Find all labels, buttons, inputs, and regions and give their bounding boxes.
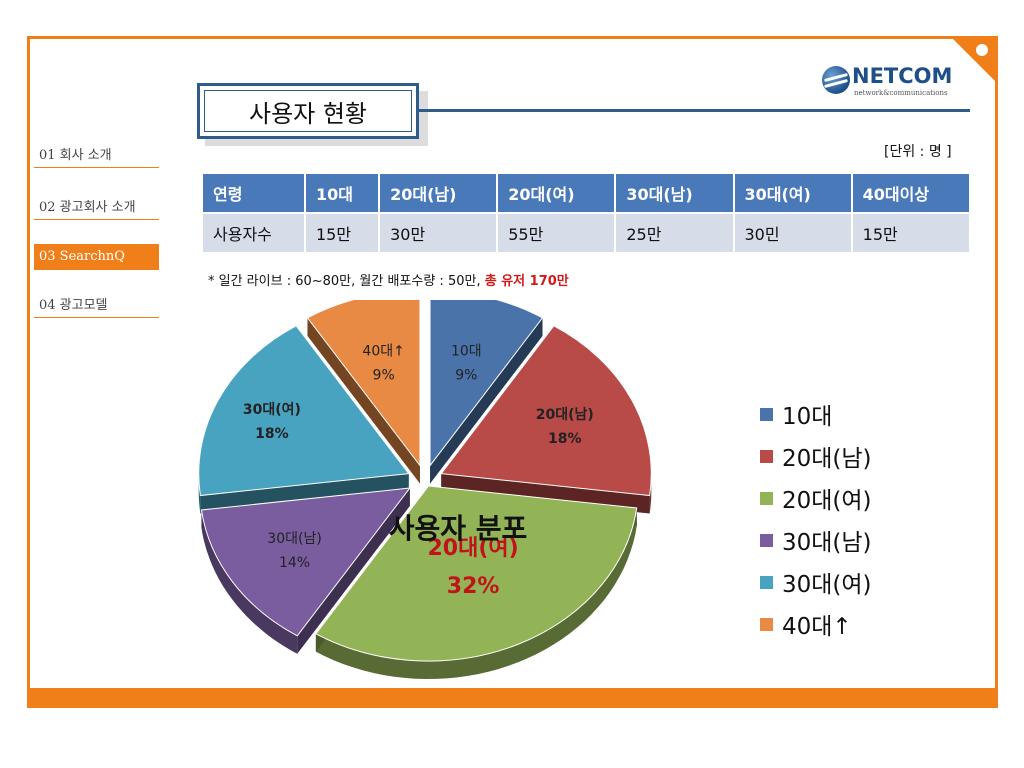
corner-dot-icon [976, 44, 988, 56]
pie-slice-0 [429, 300, 544, 468]
table-cell: 30민 [734, 214, 851, 252]
pie-label-percent: 9% [373, 367, 395, 383]
pie-slice-side [430, 317, 543, 484]
legend-item: 10대 [760, 393, 872, 435]
table-cell: 30만 [380, 214, 497, 252]
title-divider [419, 109, 970, 112]
chart-legend: 10대 20대(남) 20대(여) 30대(남) 30대(여) 40대↑ [760, 393, 872, 645]
pie-label-percent: 18% [548, 431, 582, 447]
globe-icon [822, 66, 850, 94]
pie-slice-1 [440, 325, 652, 497]
table-header-cell: 20대(여) [498, 174, 615, 212]
pie-slice-3 [200, 487, 411, 637]
pie-label-name: 40대↑ [362, 343, 404, 359]
pie-label-name: 20대(여) [428, 536, 519, 561]
table-cell: 25만 [616, 214, 733, 252]
legend-swatch [760, 533, 773, 547]
sidebar-item-searchnq[interactable]: 03 SearchnQ [34, 244, 159, 270]
table-cell: 15만 [306, 214, 379, 252]
table-cell: 사용자수 [203, 214, 304, 252]
table-header-cell: 40대이상 [852, 174, 969, 212]
chart-title: 사용자 분포 [389, 512, 528, 545]
legend-item: 30대(남) [760, 519, 872, 561]
pie-slice-5 [306, 300, 421, 468]
netcom-logo: NETCOM network&communications [822, 64, 957, 100]
table-header-cell: 20대(남) [380, 174, 497, 212]
pie-label-name: 10대 [451, 343, 482, 359]
stats-note: * 일간 라이브 : 60~80만, 월간 배포수량 : 50만, 총 유저 1… [208, 270, 569, 289]
legend-label: 10대 [782, 404, 833, 430]
pie-label-name: 20대(남) [536, 406, 594, 423]
table-header-cell: 30대(남) [616, 174, 733, 212]
table-header-row: 연령 10대 20대(남) 20대(여) 30대(남) 30대(여) 40대이상 [203, 174, 969, 212]
legend-label: 20대(여) [782, 488, 872, 514]
pie-slice-2 [315, 485, 638, 662]
table-cell: 55만 [498, 214, 615, 252]
pie-label-name: 30대(남) [267, 531, 322, 547]
usage-table: 연령 10대 20대(남) 20대(여) 30대(남) 30대(여) 40대이상… [201, 172, 971, 254]
logo-subtext: network&communications [854, 89, 948, 97]
legend-swatch [760, 407, 773, 421]
table-header-cell: 30대(여) [734, 174, 851, 212]
sidebar-item-company-intro[interactable]: 01 회사 소개 [34, 146, 159, 168]
table-row: 사용자수 15만 30만 55만 25만 30민 15만 [203, 214, 969, 252]
pie-label-percent: 32% [447, 574, 500, 599]
legend-label: 20대(남) [782, 446, 872, 472]
pie-label-percent: 9% [455, 367, 477, 383]
pie-slice-4 [198, 325, 410, 497]
total-users-highlight: 총 유저 170만 [484, 274, 569, 289]
legend-swatch [760, 575, 773, 589]
unit-label: [단위 : 명 ] [884, 144, 952, 160]
legend-label: 30대(남) [782, 530, 872, 556]
table-cell: 15만 [852, 214, 969, 252]
legend-swatch [760, 491, 773, 505]
legend-swatch [760, 617, 773, 631]
legend-swatch [760, 449, 773, 463]
legend-item: 20대(여) [760, 477, 872, 519]
note-text: * 일간 라이브 : 60~80만, 월간 배포수량 : 50만, [208, 274, 485, 289]
pie-label-percent: 14% [279, 555, 310, 571]
pie-slice-side [307, 317, 420, 484]
logo-text: NETCOM [852, 64, 953, 88]
corner-decoration [950, 36, 998, 84]
legend-item: 30대(여) [760, 561, 872, 603]
legend-label: 30대(여) [782, 572, 872, 598]
table-header-cell: 10대 [306, 174, 379, 212]
legend-item: 40대↑ [760, 603, 872, 645]
bottom-bar [27, 688, 998, 708]
sidebar-item-ad-company-intro[interactable]: 02 광고회사 소개 [34, 198, 159, 220]
pie-label-percent: 18% [255, 426, 289, 442]
page-title: 사용자 현황 [204, 90, 412, 132]
table-header-cell: 연령 [203, 174, 304, 212]
title-box: 사용자 현황 [197, 83, 419, 139]
legend-item: 20대(남) [760, 435, 872, 477]
pie-label-name: 30대(여) [243, 401, 301, 418]
legend-label: 40대↑ [782, 614, 852, 640]
sidebar-item-ad-model[interactable]: 04 광고모델 [34, 296, 159, 318]
pie-chart: 10대 9% 20대(남) 18% 20대(여) 32% 30대(남) 14% 30대(여) 18… [198, 300, 652, 679]
